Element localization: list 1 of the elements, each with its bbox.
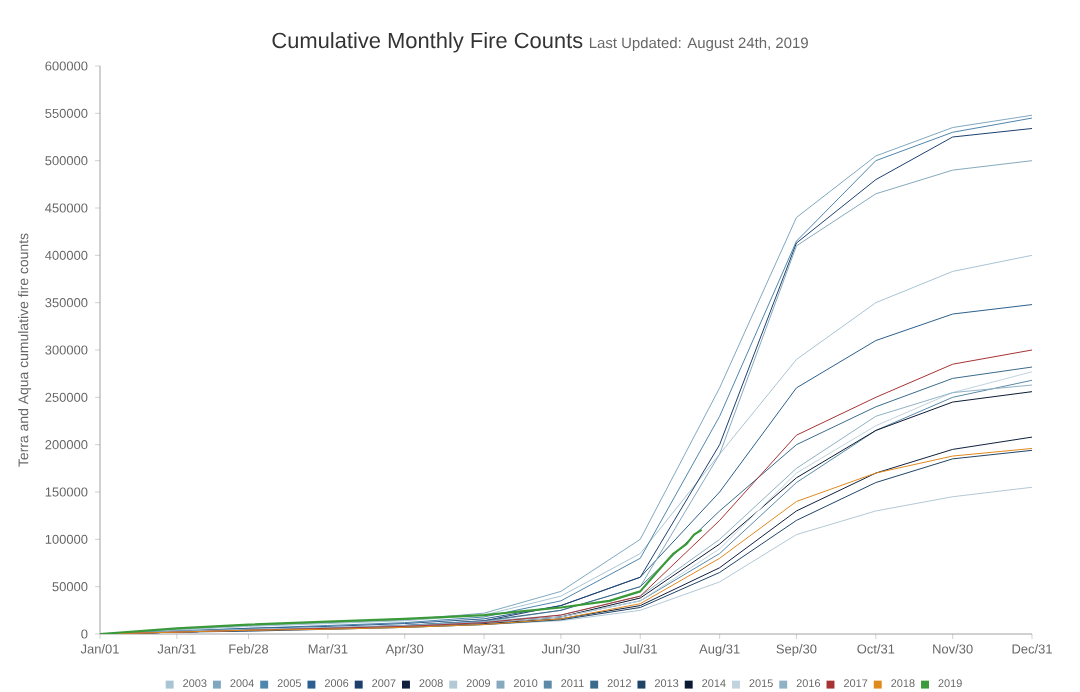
chart-title: Cumulative Monthly Fire Counts xyxy=(272,32,583,53)
